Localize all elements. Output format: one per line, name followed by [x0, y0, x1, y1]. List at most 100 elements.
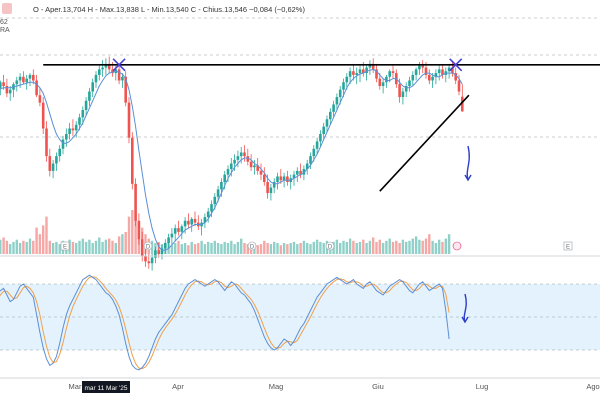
- candle-body: [58, 148, 61, 157]
- volume-bar: [78, 240, 81, 254]
- volume-bar: [55, 241, 58, 254]
- candle-body: [74, 124, 78, 131]
- candle-body: [329, 111, 332, 120]
- month-tick: Lug: [476, 382, 489, 391]
- candle-body: [296, 170, 299, 175]
- volume-bar: [81, 238, 84, 254]
- volume-bar: [256, 245, 259, 254]
- volume-bar: [210, 243, 213, 254]
- volume-bar: [362, 239, 365, 254]
- candle-body: [111, 69, 114, 74]
- candle-body: [266, 182, 269, 194]
- volume-bar: [22, 240, 25, 254]
- candle-body: [107, 63, 111, 70]
- volume-bar: [315, 239, 319, 254]
- candle-body: [140, 239, 144, 256]
- candle-body: [35, 80, 38, 96]
- candle-body: [5, 86, 9, 94]
- volume-bar: [335, 239, 339, 254]
- candle-body: [355, 73, 358, 75]
- candle-body: [428, 74, 431, 81]
- volume-bar: [226, 243, 230, 254]
- candle-body: [226, 169, 230, 175]
- candle-body: [335, 97, 339, 105]
- volume-bar: [32, 240, 35, 254]
- volume-bar: [0, 239, 2, 254]
- candle-body: [167, 237, 170, 243]
- stochastic-k-line: [0, 274, 450, 371]
- event-label: D: [250, 245, 255, 251]
- volume-bar: [101, 241, 104, 254]
- candle-body: [408, 80, 411, 86]
- candle-body: [22, 76, 25, 83]
- candle-body: [365, 67, 368, 74]
- candle-body: [51, 163, 55, 171]
- volume-bar: [279, 245, 282, 254]
- candle-body: [239, 152, 243, 157]
- volume-bar: [193, 244, 197, 254]
- candle-body: [375, 69, 378, 79]
- candle-body: [81, 110, 85, 118]
- candle-body: [243, 152, 246, 157]
- candle-body: [117, 69, 121, 81]
- candle-body: [150, 257, 154, 264]
- candle-body: [104, 63, 108, 68]
- volume-bar: [391, 241, 395, 254]
- candle-body: [263, 174, 266, 182]
- candle-body: [216, 189, 220, 197]
- volume-bar: [246, 244, 249, 254]
- volume-bar: [306, 243, 309, 254]
- candle-body: [48, 156, 52, 171]
- volume-bar: [289, 243, 292, 254]
- candle-body: [187, 220, 190, 225]
- volume-bar: [424, 238, 428, 254]
- volume-bar: [2, 237, 5, 254]
- volume-bar: [5, 240, 9, 254]
- candle-body: [256, 165, 259, 171]
- volume-bar: [352, 240, 355, 254]
- event-marker: [60, 241, 70, 251]
- volume-bar: [296, 244, 299, 254]
- candle-body: [32, 74, 35, 81]
- volume-bar: [121, 234, 124, 254]
- candle-body: [322, 126, 325, 134]
- ohlc-readout: O - Aper.13,704 H - Max.13,838 L - Min.1…: [33, 5, 305, 14]
- volume-bar: [401, 239, 405, 254]
- volume-bar: [319, 241, 322, 254]
- stochastic-d-line: [0, 276, 450, 370]
- candle-body: [454, 73, 457, 81]
- volume-bar: [263, 240, 266, 254]
- volume-bar: [150, 240, 154, 254]
- down-arrow-stoch-head: [461, 316, 469, 324]
- candle-body: [246, 156, 250, 162]
- candle-body: [414, 69, 418, 75]
- volume-bar: [358, 241, 362, 254]
- volume-bar: [216, 243, 220, 254]
- volume-bar: [84, 241, 88, 254]
- candle-body: [131, 137, 134, 184]
- volume-bar: [259, 244, 263, 254]
- candle-body: [286, 176, 289, 182]
- candle-body: [68, 128, 71, 134]
- volume-bar: [233, 244, 236, 254]
- volume-bar: [365, 243, 368, 254]
- volume-bar: [220, 244, 223, 254]
- candle-body: [418, 65, 421, 70]
- stochastic-pane: [0, 274, 600, 371]
- crosshair-label-bg: [82, 381, 130, 393]
- volume-bar: [15, 239, 18, 254]
- moving-average-line: [0, 68, 463, 251]
- volume-bar: [45, 216, 48, 254]
- candle-body: [137, 220, 141, 240]
- volume-bar: [273, 241, 276, 254]
- volume-bar: [108, 238, 111, 254]
- volume-bar: [372, 237, 375, 254]
- candle-body: [447, 67, 451, 72]
- candle-body: [292, 174, 296, 179]
- candle-body: [421, 65, 424, 68]
- event-marker: [325, 241, 335, 251]
- candle-body: [312, 148, 316, 157]
- volume-bar: [28, 238, 32, 254]
- symbol-badge[interactable]: [2, 3, 12, 14]
- candle-body: [193, 218, 197, 223]
